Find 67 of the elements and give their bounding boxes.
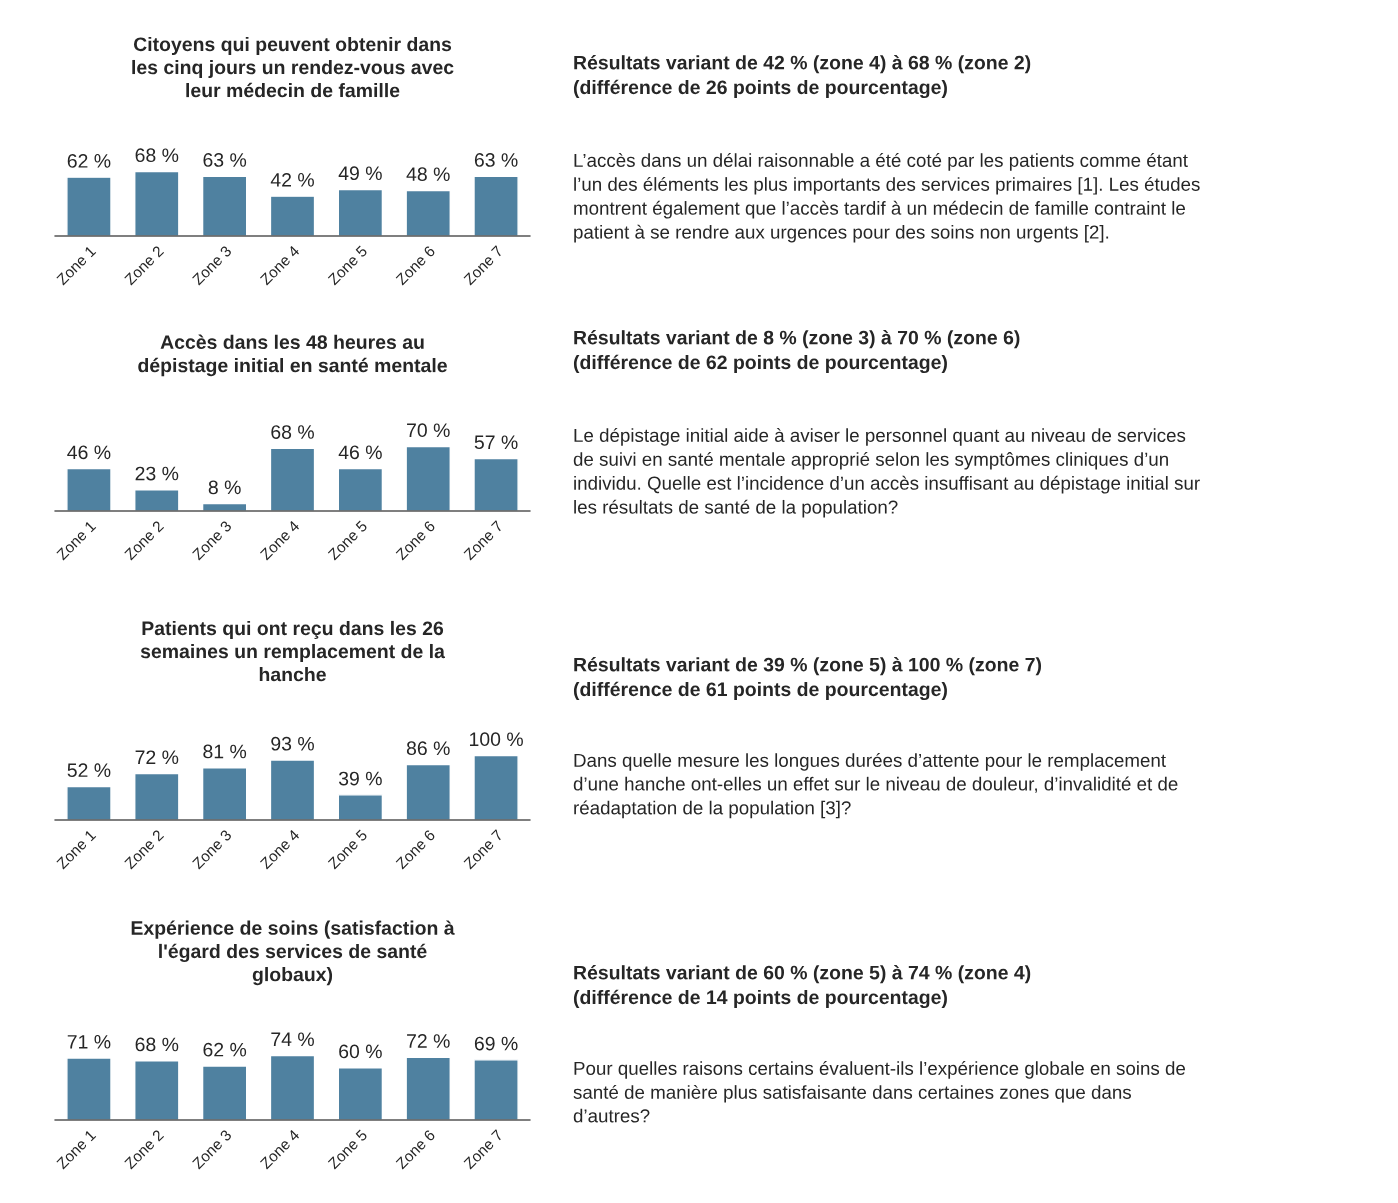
chart-title: Expérience de soins (satisfaction à l'égard des services de santé globaux) (131, 920, 455, 986)
data-label: 48 % (406, 167, 450, 182)
text: Résultats variant de 8 % (zone 3) à 70 % (zone 6) (différence de 62 points de pourcentage) (573, 330, 1020, 374)
data-label: 52 % (67, 763, 111, 778)
data-label: 100 % (469, 732, 523, 747)
chart-title: Patients qui ont reçu dans les 26 semaines un remplacement de la hanche (140, 620, 446, 682)
text: Le dépistage initial aide à aviser le personnel quant au niveau de services de suivi en santé mentale approprié selon les symptômes cliniques d’un individu. Quelle est l’incidence d’un accès insuffisant au dépistage initial sur les résultats de santé de la population? (573, 428, 1200, 518)
bar (66, 785, 112, 820)
text: Pour quelles raisons certains évaluent-ils l’expérience globale en soins de santé de manière plus satisfaisante dans certaines zones que dans d’autres? (573, 1061, 1186, 1123)
text: Dans quelle mesure les longues durées d’attente pour le remplacement d’une hanche ont-elles un effet sur le niveau de douleur, d’invalidité et de réadaptation de la population [3]? (573, 753, 1178, 819)
data-label: 63 % (203, 153, 247, 167)
bar (66, 1057, 112, 1120)
bar (337, 794, 384, 820)
bar (66, 467, 112, 511)
data-label: 69 % (474, 1036, 518, 1051)
bar (473, 1059, 519, 1120)
bar (269, 447, 316, 511)
bar (337, 1066, 384, 1120)
data-label: 68 % (135, 148, 179, 163)
bar (201, 767, 248, 820)
bar (473, 175, 519, 236)
bar (405, 189, 451, 236)
data-label: 74 % (271, 1032, 314, 1047)
chart-title: Citoyens qui peuvent obtenir dans les cinq jours un rendez-vous avec leur médecin de famille (132, 36, 454, 98)
data-label: 57 % (474, 435, 518, 450)
bar (201, 175, 248, 236)
data-label: 63 % (474, 153, 518, 167)
bar (134, 489, 180, 511)
bar (473, 754, 519, 820)
bar (269, 1054, 316, 1120)
data-label: 23 % (135, 466, 179, 481)
data-label: 46 % (338, 445, 382, 460)
bar (66, 176, 112, 236)
data-label: 46 % (67, 445, 111, 460)
data-label: 68 % (271, 425, 314, 439)
bar (134, 1060, 180, 1120)
data-label: 72 % (135, 750, 179, 765)
data-label: 49 % (338, 166, 382, 181)
bar (134, 170, 180, 236)
bar (473, 457, 519, 511)
data-label: 8 % (208, 480, 241, 495)
bar (405, 763, 451, 820)
data-label: 68 % (135, 1037, 179, 1052)
data-label: 81 % (203, 744, 247, 759)
data-label: 86 % (406, 741, 450, 756)
bar (201, 1065, 248, 1120)
bar (337, 467, 384, 511)
data-label: 42 % (270, 172, 314, 187)
text: Résultats variant de 42 % (zone 4) à 68 % (zone 2) (différence de 26 points de pourcentage) (573, 55, 1031, 99)
chart-title: Accès dans les 48 heures au dépistage initial en santé mentale (138, 334, 447, 377)
bar (337, 188, 384, 236)
bar (405, 445, 451, 511)
bar (134, 772, 180, 820)
data-label: 60 % (339, 1044, 382, 1059)
data-label: 70 % (407, 423, 450, 438)
data-label: 71 % (67, 1035, 111, 1049)
bar (269, 195, 316, 236)
data-label: 72 % (407, 1034, 450, 1048)
text: L’accès dans un délai raisonnable a été coté par les patients comme étant l’un des éléments les plus importants des services primaires [1]. Les études montrent également que l’accès tardif à un médecin de famille contraint le patient à se rendre aux urgences pour des soins non urgents [2]. (574, 153, 1200, 243)
text: Résultats variant de 60 % (zone 5) à 74 % (zone 4) (différence de 14 points de pourcentage) (573, 965, 1031, 1009)
data-label: 62 % (203, 1042, 247, 1057)
bar (405, 1056, 451, 1120)
data-label: 39 % (338, 771, 382, 786)
data-label: 93 % (271, 736, 314, 751)
text: Résultats variant de 39 % (zone 5) à 100 % (zone 7) (différence de 61 points de pourcentage) (573, 657, 1042, 701)
bar (269, 759, 316, 820)
data-label: 62 % (67, 154, 111, 168)
